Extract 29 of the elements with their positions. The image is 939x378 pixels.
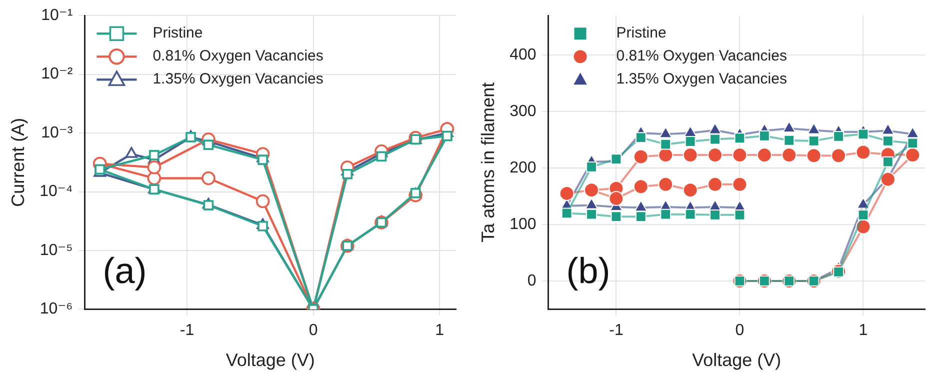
y-tick-label: 10⁻⁵ [40, 242, 73, 259]
y-tick-label: 400 [510, 46, 536, 64]
y-axis-title: Ta atoms in filament [478, 82, 498, 242]
y-tick-label: 10⁻³ [41, 124, 74, 142]
x-tick-label: 1 [435, 322, 444, 340]
legend-label: 1.35% Oxygen Vacancies [616, 70, 787, 88]
y-tick-label: 300 [510, 102, 536, 120]
x-tick-label: -1 [180, 322, 194, 340]
y-tick-label: 10⁻⁴ [40, 183, 73, 200]
x-axis-title: Voltage (V) [692, 350, 782, 370]
y-tick-label: 200 [510, 159, 536, 176]
legend-label: Pristine [616, 24, 666, 42]
x-tick-label: -1 [609, 322, 624, 340]
legend-label: 0.81% Oxygen Vacancies [152, 48, 324, 65]
legend-label: Pristine [152, 24, 203, 42]
x-tick-label: 0 [735, 322, 744, 340]
y-tick-label: 10⁻⁶ [40, 300, 73, 318]
y-tick-label: 0 [527, 272, 536, 290]
y-tick-label: 10⁻² [41, 66, 74, 83]
x-tick-label: 0 [308, 322, 318, 340]
y-tick-label: 10⁻¹ [41, 7, 73, 24]
y-axis-title: Current (A) [8, 118, 28, 207]
x-tick-label: 1 [858, 322, 868, 340]
y-tick-label: 100 [510, 216, 536, 233]
x-axis-title: Voltage (V) [226, 350, 315, 370]
annotation: (a) [102, 250, 147, 292]
legend-label: 1.35% Oxygen Vacancies [152, 70, 324, 88]
annotation: (b) [566, 250, 610, 292]
legend-label: 0.81% Oxygen Vacancies [616, 48, 787, 65]
